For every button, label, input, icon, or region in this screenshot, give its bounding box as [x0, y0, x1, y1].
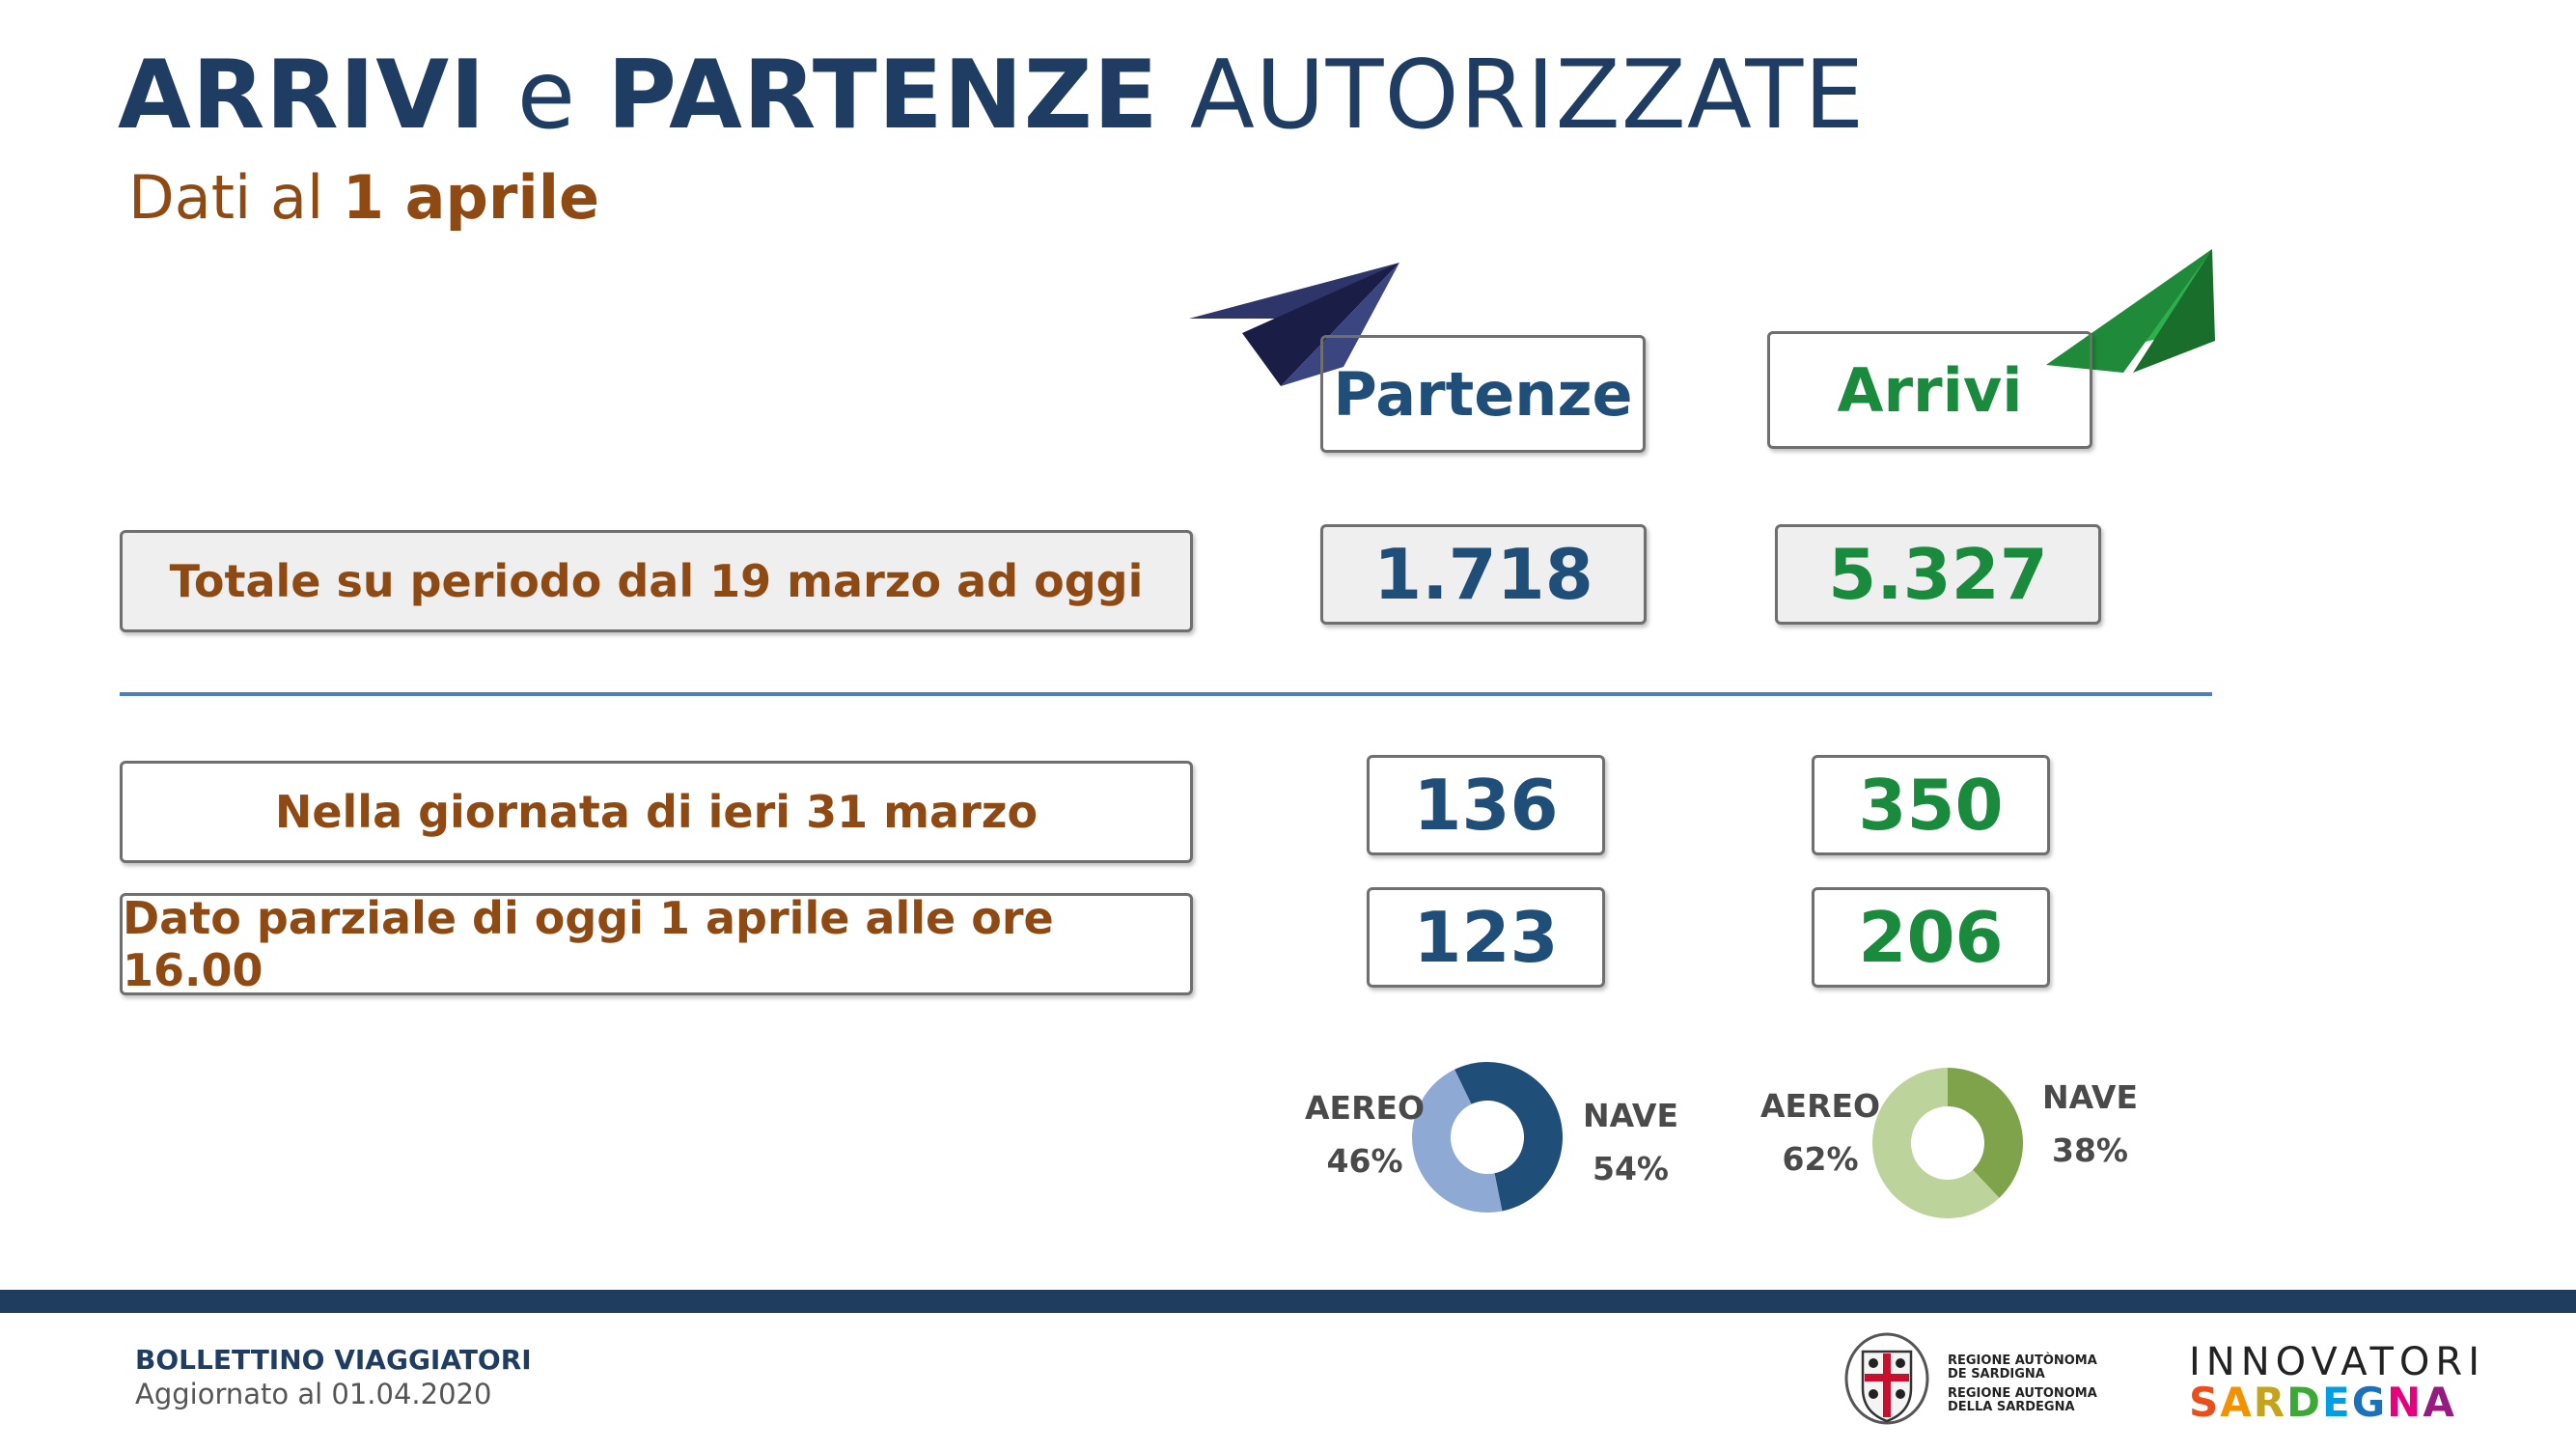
region-coat-of-arms-icon [1844, 1332, 1929, 1425]
value-arrivi-ieri: 350 [1812, 755, 2050, 855]
value-arrivi-totale: 5.327 [1775, 524, 2101, 625]
brand-innovatori: INNOVATORI [2189, 1340, 2485, 1384]
donut-chart-partenze [1412, 1062, 1563, 1213]
brand-letter: S [2189, 1379, 2221, 1426]
column-header-partenze: Partenze [1320, 335, 1646, 453]
column-header-arrivi: Arrivi [1767, 331, 2092, 449]
value-arrivi-oggi: 206 [1812, 887, 2050, 988]
separator-line [120, 692, 2212, 696]
brand-letter: R [2253, 1379, 2287, 1426]
donut-slice-nave [1454, 1062, 1563, 1212]
pie-partenze-aereo-label: AEREO 46% [1305, 1089, 1426, 1180]
pie-arrivi-aereo-label: AEREO 62% [1760, 1087, 1881, 1178]
page-title: ARRIVI e PARTENZE AUTORIZZATE [118, 41, 1866, 151]
footer-bar [0, 1290, 2576, 1313]
donut-slice-nave [1948, 1068, 2023, 1198]
brand-letter: N [2387, 1379, 2424, 1426]
footer-bulletin-title: BOLLETTINO VIAGGIATORI [135, 1344, 532, 1376]
pie-arrivi-nave-label: NAVE 38% [2042, 1078, 2138, 1169]
donut-slice-aereo [1872, 1068, 2000, 1218]
value-partenze-oggi: 123 [1367, 887, 1605, 988]
value-partenze-totale: 1.718 [1320, 524, 1647, 625]
donut-slice-aereo [1412, 1069, 1503, 1213]
brand-letter: A [2423, 1379, 2456, 1426]
brand-sardegna: SARDEGNA [2189, 1379, 2456, 1426]
row-label-oggi: Dato parziale di oggi 1 aprile alle ore … [120, 892, 1193, 996]
paper-plane-blue-icon [1189, 263, 1399, 386]
value-partenze-ieri: 136 [1367, 755, 1605, 855]
region-name: REGIONE AUTÒNOMA DE SARDIGNA REGIONE AUT… [1948, 1353, 2097, 1414]
pie-partenze-nave-label: NAVE 54% [1583, 1097, 1678, 1187]
brand-letter: E [2321, 1379, 2352, 1426]
brand-letter: A [2220, 1379, 2254, 1426]
brand-letter: D [2286, 1379, 2322, 1426]
footer-updated-date: Aggiornato al 01.04.2020 [135, 1378, 492, 1410]
page-subtitle: Dati al 1 aprile [128, 162, 599, 233]
row-label-ieri: Nella giornata di ieri 31 marzo [120, 761, 1193, 863]
brand-letter: G [2351, 1379, 2388, 1426]
donut-chart-arrivi [1872, 1068, 2023, 1218]
row-label-totale: Totale su periodo dal 19 marzo ad oggi [120, 530, 1193, 632]
